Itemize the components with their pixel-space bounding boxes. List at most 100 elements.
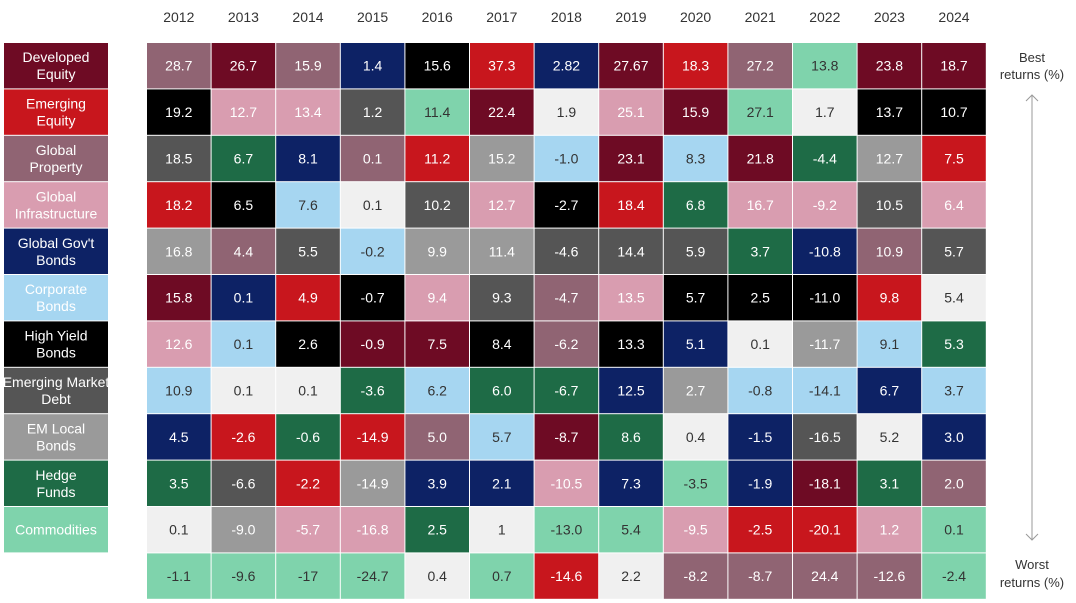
grid-cell: -14.1 xyxy=(793,367,857,414)
grid-cell-fill xyxy=(728,135,792,182)
grid-cell-value: 1.9 xyxy=(557,104,577,120)
grid-cell: 1.4 xyxy=(340,43,405,89)
grid-cell: -6.2 xyxy=(534,321,599,367)
grid-cell-value: 3.5 xyxy=(169,475,189,491)
grid-cell-value: -1.0 xyxy=(554,151,578,167)
grid-cell: 5.3 xyxy=(922,321,986,367)
grid-cell-fill xyxy=(276,460,340,506)
grid-cell-value: 10.2 xyxy=(424,197,451,213)
grid-cell: 7.6 xyxy=(276,182,340,228)
grid-cell-fill xyxy=(340,553,405,599)
legend-item-co: Commodities xyxy=(4,507,108,553)
grid-cell: 0.4 xyxy=(663,414,728,460)
grid-cell: -0.9 xyxy=(340,321,405,367)
grid-cell: 2.2 xyxy=(599,553,663,599)
grid-cell-fill xyxy=(405,89,469,135)
grid-cell-value: 0.1 xyxy=(169,522,189,538)
grid-cell-fill xyxy=(340,43,405,89)
year-label-2023: 2023 xyxy=(874,9,905,25)
grid-cell-fill xyxy=(470,43,534,89)
grid-cell-value: 13.4 xyxy=(294,104,321,120)
grid-cell: 11.2 xyxy=(405,135,469,182)
grid-cell: -0.6 xyxy=(276,414,340,460)
grid-cell-fill xyxy=(405,507,469,553)
year-label-2016: 2016 xyxy=(422,9,453,25)
grid-cell-value: 12.7 xyxy=(230,104,257,120)
grid-cell: -0.7 xyxy=(340,275,405,321)
grid-cell-fill xyxy=(857,321,922,367)
grid-cell-fill xyxy=(147,367,211,414)
grid-cell-value: 11.4 xyxy=(489,243,515,259)
grid-cell: -2.4 xyxy=(922,553,986,599)
legend-label-text: High Yield xyxy=(24,328,87,344)
grid-cell: 15.9 xyxy=(276,43,340,89)
grid-cell-fill xyxy=(534,367,599,414)
returns-grid: 28.7 26.7 15.9 1.4 15.6 37.3 2.82 27.67 18.3 27.2… xyxy=(147,43,986,599)
grid-cell-fill xyxy=(211,507,276,553)
grid-cell-value: 18.2 xyxy=(165,197,192,213)
grid-cell-fill xyxy=(470,89,534,135)
grid-cell-fill xyxy=(857,135,922,182)
grid-cell-fill xyxy=(728,275,792,321)
grid-cell-value: 15.9 xyxy=(294,58,321,74)
grid-cell: 2.6 xyxy=(276,321,340,367)
grid-cell-value: 3.9 xyxy=(427,475,447,491)
grid-cell: -6.6 xyxy=(211,460,276,506)
grid-cell-value: 10.5 xyxy=(876,197,903,213)
grid-cell-fill xyxy=(857,228,922,274)
grid-cell-fill xyxy=(534,460,599,506)
grid-cell-value: 24.4 xyxy=(811,568,838,584)
grid-cell-value: 2.1 xyxy=(492,475,512,491)
grid-cell: 10.5 xyxy=(857,182,922,228)
grid-cell-fill xyxy=(857,43,922,89)
grid-cell-fill xyxy=(534,275,599,321)
grid-cell-fill xyxy=(147,414,211,460)
grid-cell-value: -4.4 xyxy=(813,151,837,167)
grid-cell: 5.7 xyxy=(922,228,986,274)
grid-cell: -11.7 xyxy=(793,321,857,367)
grid-cell-fill xyxy=(599,275,663,321)
grid-cell-fill xyxy=(728,460,792,506)
grid-cell-fill xyxy=(340,414,405,460)
grid-cell: 8.6 xyxy=(599,414,663,460)
grid-cell-value: 14.4 xyxy=(617,243,644,259)
grid-cell-value: 1.4 xyxy=(363,58,383,74)
grid-cell: -1.1 xyxy=(147,553,211,599)
grid-cell-value: -10.5 xyxy=(550,475,582,491)
grid-cell: 6.8 xyxy=(663,182,728,228)
grid-cell-value: -14.9 xyxy=(357,429,389,445)
grid-cell-fill xyxy=(663,43,728,89)
grid-cell-value: 5.9 xyxy=(686,243,706,259)
grid-cell: 5.7 xyxy=(663,275,728,321)
grid-cell-value: -8.7 xyxy=(748,568,772,584)
grid-cell-value: 37.3 xyxy=(488,58,515,74)
grid-cell-fill xyxy=(340,182,405,228)
grid-cell: 3.5 xyxy=(147,460,211,506)
grid-cell: 3.0 xyxy=(922,414,986,460)
grid-cell-fill xyxy=(663,135,728,182)
grid-cell: 18.5 xyxy=(147,135,211,182)
grid-cell-fill xyxy=(405,460,469,506)
grid-cell-fill xyxy=(728,507,792,553)
grid-cell-value: 0.4 xyxy=(686,429,706,445)
grid-cell-value: -0.9 xyxy=(361,336,385,352)
grid-cell-value: 6.7 xyxy=(234,151,254,167)
grid-cell-value: 6.0 xyxy=(492,383,512,399)
grid-cell-fill xyxy=(728,367,792,414)
worst-label-line2: returns (%) xyxy=(1000,575,1064,590)
grid-cell: 4.9 xyxy=(276,275,340,321)
grid-cell-value: 5.5 xyxy=(298,243,318,259)
grid-cell-fill xyxy=(470,553,534,599)
grid-cell-value: 5.0 xyxy=(427,429,447,445)
best-label-line2: returns (%) xyxy=(1000,67,1064,82)
arrow-down-head-icon xyxy=(1025,533,1039,541)
grid-cell-value: 5.3 xyxy=(944,336,964,352)
grid-cell-fill xyxy=(276,43,340,89)
grid-cell-value: 9.4 xyxy=(427,290,447,306)
grid-cell-value: 9.8 xyxy=(880,290,900,306)
grid-cell-value: 2.5 xyxy=(750,290,770,306)
grid-cell-fill xyxy=(922,553,986,599)
grid-cell-value: -0.2 xyxy=(361,243,385,259)
grid-cell-fill xyxy=(211,228,276,274)
